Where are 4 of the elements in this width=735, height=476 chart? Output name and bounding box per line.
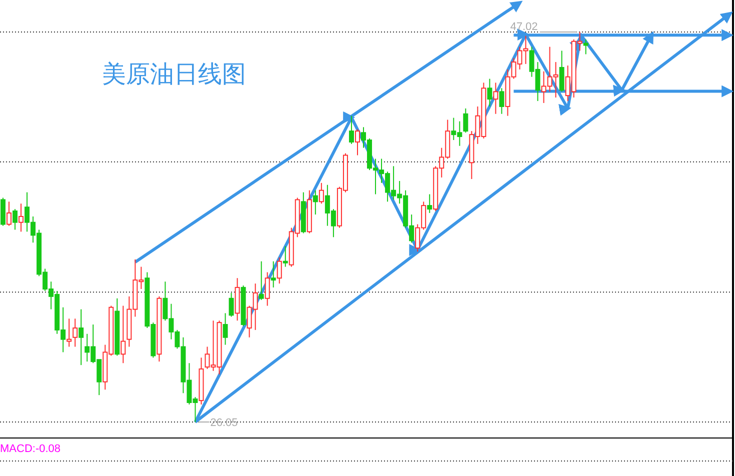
text: MACD:-0.08 [0, 443, 61, 455]
annotation: 26.05 [210, 417, 238, 429]
text: 美原油日线图 [102, 61, 246, 88]
annotation: 47.02 [510, 21, 538, 33]
